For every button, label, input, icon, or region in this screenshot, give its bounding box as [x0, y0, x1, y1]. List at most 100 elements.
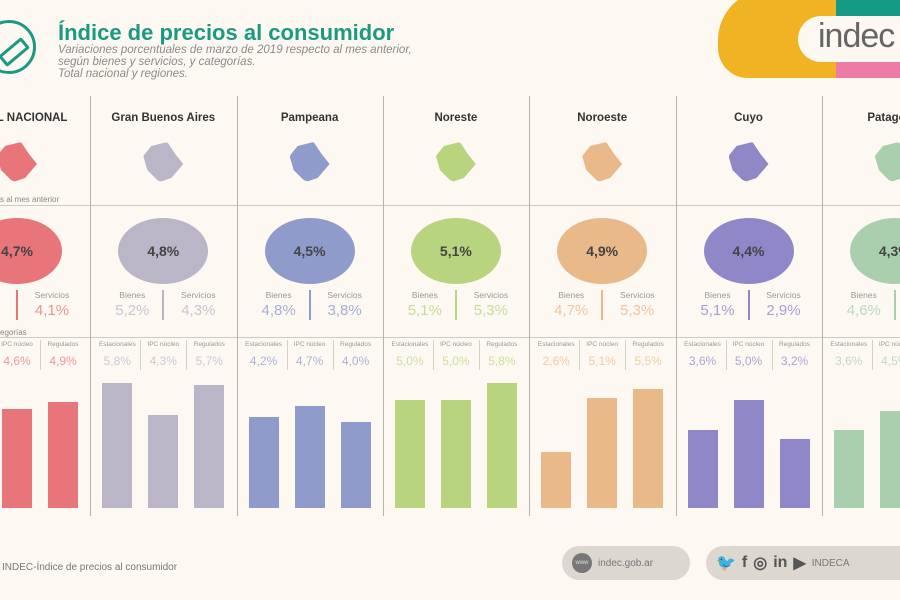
- bienes-value: 4,6%: [846, 302, 881, 319]
- divider: [454, 290, 457, 320]
- servicios-value: 2,9%: [766, 302, 801, 319]
- divider: [871, 340, 873, 370]
- subtitle: Variaciones porcentuales de marzo de 201…: [58, 44, 578, 80]
- bienes-label: Bienes: [558, 290, 585, 300]
- nucleo-label: IPC núcleo: [732, 341, 765, 348]
- subtitle-line: Variaciones porcentuales de marzo de 201…: [58, 44, 412, 56]
- nucleo-value: 4,6%: [3, 354, 31, 368]
- divider: [625, 340, 627, 370]
- total-variation-circle: 4,5%: [264, 218, 355, 284]
- estacionales-bar: [102, 382, 133, 508]
- servicios-label: Servicios: [473, 290, 509, 300]
- social-links: 🐦 f ◎ in ▶ INDECA: [706, 546, 900, 580]
- bienes-value: 5,1%: [407, 302, 442, 319]
- divider: [186, 340, 188, 370]
- estacionales-bar: [394, 400, 425, 508]
- estacionales-label: Estacionales: [98, 341, 136, 348]
- region-map-icon: [874, 142, 900, 182]
- regulados-value: 4,9%: [49, 354, 77, 368]
- nucleo-bar: [2, 408, 32, 508]
- servicios-value: 5,3%: [620, 302, 655, 319]
- estacionales-value: 3,6%: [835, 354, 863, 368]
- bienes-value: 5,1%: [700, 302, 735, 319]
- region-column: Gran Buenos Aires 4,8% Bienes Servicios 5,2%…: [90, 96, 236, 516]
- region-column: Pampeana 4,5% Bienes Servicios 4,8% 3,8% Estac…: [237, 96, 383, 516]
- nucleo-value: 5,0%: [442, 354, 470, 368]
- divider: [0, 205, 900, 206]
- column-divider: [382, 96, 384, 516]
- price-tag-pencil-icon: [0, 20, 36, 74]
- regulados-label: Regulados: [340, 341, 372, 348]
- column-divider: [821, 96, 823, 516]
- divider: [16, 290, 18, 320]
- regulados-label: Regulados: [632, 341, 664, 348]
- region-name: Cuyo: [734, 112, 763, 124]
- nucleo-value: 4,7%: [295, 354, 324, 368]
- website-link[interactable]: www indec.gob.ar: [562, 546, 690, 580]
- region-name: Patagonia: [867, 112, 900, 124]
- divider: [771, 340, 773, 370]
- total-variation-circle: 4,8%: [118, 218, 209, 284]
- bienes-label: Bienes: [704, 290, 731, 300]
- nucleo-label: IPC núcleo: [147, 341, 180, 348]
- region-name: TOTAL NACIONAL: [0, 112, 68, 124]
- bienes-value: 4,7%: [554, 302, 589, 319]
- divider: [286, 340, 288, 370]
- bienes-label: Bienes: [0, 290, 14, 300]
- divider: [432, 340, 434, 370]
- divider: [332, 340, 334, 370]
- divider: [308, 290, 311, 320]
- categories-label: egorías: [0, 328, 27, 337]
- total-variation-circle: 4,9%: [557, 218, 648, 284]
- region-map-icon: [143, 142, 184, 182]
- region-map-icon: [582, 142, 623, 182]
- bienes-label: Bienes: [265, 290, 292, 300]
- total-variation-circle: 4,7%: [0, 218, 62, 284]
- divider: [140, 340, 142, 370]
- total-variation-circle: 4,4%: [703, 218, 794, 284]
- nucleo-bar: [587, 397, 618, 508]
- nucleo-label: IPC núcleo: [293, 341, 326, 348]
- nucleo-bar: [879, 410, 900, 508]
- nucleo-value: 5,0%: [734, 354, 763, 368]
- regulados-bar: [48, 402, 78, 508]
- indec-logo: indec: [718, 0, 900, 78]
- divider: [40, 340, 41, 370]
- estacionales-value: 5,0%: [396, 354, 424, 368]
- column-divider: [236, 96, 238, 516]
- regulados-label: Regulados: [778, 341, 811, 348]
- facebook-icon[interactable]: f: [741, 554, 748, 571]
- estacionales-value: 4,2%: [249, 354, 278, 368]
- divider: [747, 290, 750, 320]
- estacionales-value: 3,6%: [688, 354, 717, 368]
- linkedin-icon[interactable]: in: [773, 554, 788, 571]
- estacionales-label: Estacionales: [537, 341, 575, 348]
- divider: [478, 340, 480, 370]
- divider: [725, 340, 727, 370]
- regulados-bar: [633, 389, 664, 508]
- nucleo-bar: [148, 415, 179, 508]
- instagram-icon[interactable]: ◎: [753, 555, 768, 572]
- page-title: Índice de precios al consumidor: [58, 20, 395, 45]
- divider: [579, 340, 581, 370]
- estacionales-label: Estacionales: [684, 341, 721, 348]
- column-divider: [675, 96, 677, 516]
- regulados-label: Regulados: [193, 341, 225, 348]
- source-note: INDEC-Índice de precios al consumidor: [2, 562, 178, 573]
- estacionales-label: Estacionales: [245, 341, 283, 348]
- column-divider: [90, 96, 92, 516]
- servicios-value: 4,1%: [34, 302, 70, 319]
- divider: [601, 290, 604, 320]
- regulados-value: 4,0%: [341, 354, 370, 368]
- servicios-label: Servicios: [327, 290, 362, 300]
- nucleo-label: IPC núcleo: [586, 341, 619, 348]
- servicios-label: Servicios: [766, 290, 801, 300]
- total-variation-circle: 4,3%: [849, 218, 900, 284]
- estacionales-bar: [687, 430, 718, 508]
- estacionales-value: 5,8%: [103, 354, 131, 368]
- nucleo-label: IPC núcleo: [878, 341, 900, 348]
- youtube-icon[interactable]: ▶: [793, 555, 806, 572]
- twitter-icon[interactable]: 🐦: [716, 555, 736, 572]
- estacionales-value: 2,6%: [542, 354, 570, 368]
- bienes-label: Bienes: [119, 290, 146, 300]
